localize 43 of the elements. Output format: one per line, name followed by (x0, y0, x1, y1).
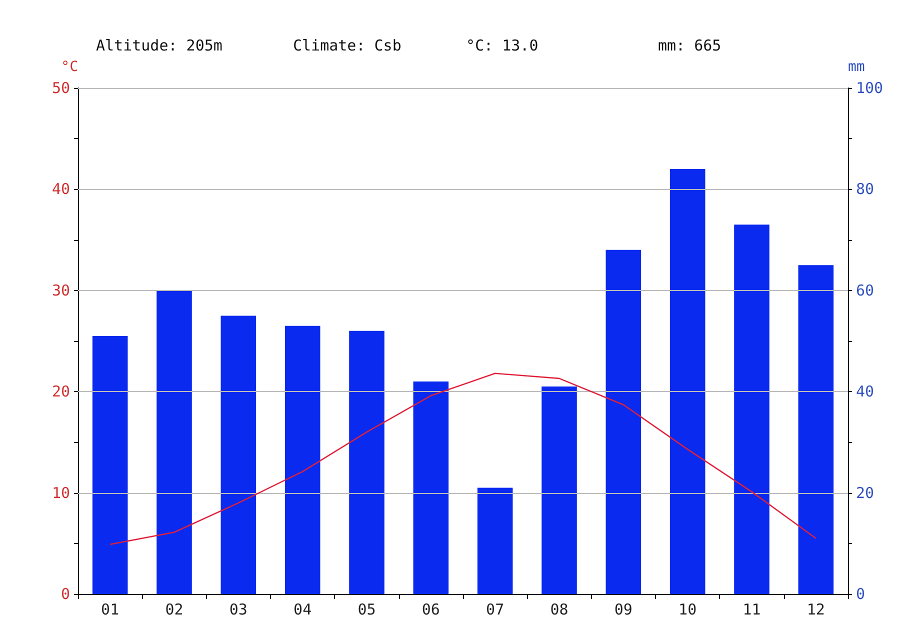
y2-tick-label: 0 (856, 585, 866, 603)
y2-tick-label: 60 (856, 281, 874, 300)
y-tick-label: 10 (52, 484, 70, 502)
bar (284, 326, 320, 594)
x-tick-label: 01 (101, 600, 120, 618)
x-tick-label: 04 (294, 600, 312, 618)
y2-tick-label: 40 (856, 382, 874, 401)
y2-tick-label: 20 (856, 484, 874, 502)
y-tick-label: 20 (52, 382, 70, 401)
bar (542, 386, 577, 594)
x-tick-label: 07 (486, 600, 504, 618)
bar (798, 265, 834, 594)
bar (670, 168, 706, 594)
y2-tick-label: 80 (856, 180, 874, 198)
y-axis-title: °C (61, 59, 78, 75)
bar (606, 250, 642, 594)
y2-tick-label: 100 (856, 79, 884, 97)
text: Altitude: 205m (96, 36, 222, 54)
bar (477, 488, 513, 594)
y-tick-label: 0 (60, 585, 70, 603)
x-tick-label: 10 (678, 600, 697, 618)
bar (734, 224, 770, 594)
bar (156, 290, 192, 594)
y-tick-label: 40 (52, 180, 70, 198)
x-tick-label: 03 (229, 600, 248, 618)
x-tick-label: 09 (614, 600, 632, 618)
bar (220, 316, 256, 594)
text: Climate: Csb (293, 36, 402, 54)
text: mm: 665 (658, 36, 722, 54)
y-tick-label: 30 (52, 281, 70, 300)
text: °C: 13.0 (466, 36, 538, 54)
x-tick-label: 02 (165, 600, 184, 618)
bar (413, 381, 449, 594)
bar (349, 330, 384, 594)
x-tick-label: 06 (422, 600, 440, 618)
y-tick-label: 50 (52, 79, 70, 97)
line-series (109, 372, 817, 546)
x-tick-label: 08 (550, 600, 568, 618)
bar (92, 336, 128, 594)
x-tick-label: 12 (806, 600, 825, 618)
y2-axis-title: mm (848, 59, 865, 75)
x-tick-label: 05 (358, 600, 376, 618)
x-tick-label: 11 (742, 600, 761, 618)
